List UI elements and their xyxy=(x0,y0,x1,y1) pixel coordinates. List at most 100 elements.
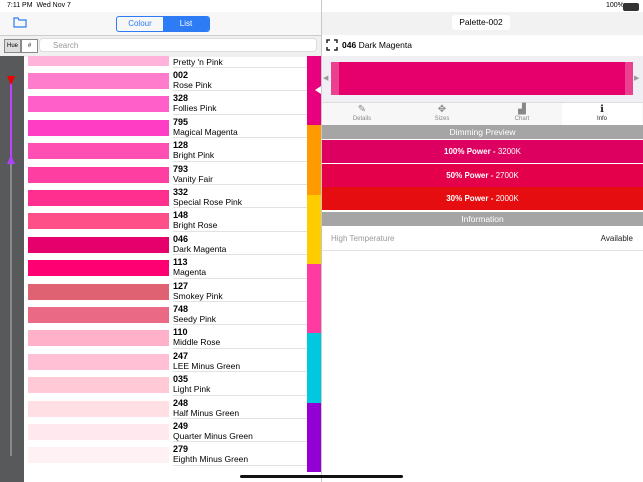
tab[interactable]: ▟ Chart xyxy=(482,103,562,125)
palette-title: Palette-002 xyxy=(452,15,510,30)
detail-swatch xyxy=(331,62,633,95)
power-label: 50% Power - xyxy=(446,170,494,180)
index-segment[interactable] xyxy=(307,402,321,472)
separator xyxy=(173,464,307,466)
info-list: High Temperature Available xyxy=(322,227,643,251)
colour-number: 795 xyxy=(173,116,189,127)
detail-name: Dark Magenta xyxy=(358,40,412,50)
filter-button[interactable]: # xyxy=(21,39,38,53)
detail-number: 046 xyxy=(342,40,357,50)
list-row[interactable]: 110 Middle Rose xyxy=(24,325,307,349)
separator xyxy=(173,441,307,443)
list-row[interactable]: 793 Vanity Fair xyxy=(24,162,307,185)
list-row[interactable]: 148 Bright Rose xyxy=(24,208,307,232)
index-segment[interactable] xyxy=(307,194,321,264)
colour-number: 127 xyxy=(173,280,189,291)
list-row[interactable]: 127 Smokey Pink xyxy=(24,279,307,302)
swatch-edge xyxy=(331,62,339,95)
temperature: 3200K xyxy=(497,147,521,156)
separator xyxy=(173,277,307,279)
index-segment[interactable] xyxy=(307,264,321,334)
tab[interactable]: ✎ Details xyxy=(322,103,402,125)
tab-label: Sizes xyxy=(434,116,450,122)
list-row[interactable]: 795 Magical Magenta xyxy=(24,115,307,139)
colour-name: Middle Rose xyxy=(173,337,221,348)
tab[interactable]: ✥ Sizes xyxy=(402,103,482,125)
swatch xyxy=(28,96,169,113)
swatch xyxy=(28,119,169,136)
info-label: High Temperature xyxy=(331,234,395,243)
list-row[interactable]: 249 Quarter Minus Green xyxy=(24,419,307,443)
index-segment[interactable] xyxy=(307,56,321,126)
next-arrow[interactable]: ▶ xyxy=(634,75,640,82)
list-row[interactable]: 332 Special Rose Pink xyxy=(24,185,307,209)
index-segment[interactable] xyxy=(307,333,321,403)
swatch xyxy=(28,56,169,66)
segmented-control: Colour List xyxy=(116,16,210,32)
index-strip[interactable] xyxy=(307,56,321,472)
colour-name: Magical Magenta xyxy=(173,126,238,137)
separator xyxy=(173,254,307,256)
battery-icon xyxy=(623,3,639,11)
list-row[interactable]: 247 LEE Minus Green xyxy=(24,349,307,373)
list-row[interactable]: 002 Rose Pink xyxy=(24,68,307,92)
colour-name: Bright Rose xyxy=(173,220,218,231)
search-field[interactable]: Search xyxy=(39,38,317,52)
swatch xyxy=(28,166,169,183)
colour-name: Magenta xyxy=(173,267,207,278)
separator xyxy=(173,207,307,209)
separator xyxy=(173,137,307,139)
separator xyxy=(173,324,307,326)
separator xyxy=(173,230,307,232)
tab[interactable]: ℹ Info xyxy=(562,103,642,125)
swatch xyxy=(28,400,169,417)
list-row[interactable]: 128 Bright Pink xyxy=(24,138,307,162)
list-row[interactable]: 328 Follies Pink xyxy=(24,91,307,115)
colour-name: Seedy Pink xyxy=(173,314,216,324)
status-time: 7:11 PM Wed Nov 7 xyxy=(7,2,71,9)
colour-name: Light Pink xyxy=(173,384,211,395)
list-row[interactable]: 046 Dark Magenta xyxy=(24,232,307,256)
list-row[interactable]: 248 Half Minus Green xyxy=(24,396,307,419)
power-label: 30% Power - xyxy=(446,194,494,203)
segment[interactable]: Colour xyxy=(128,19,152,28)
detail-heading: 046 Dark Magenta xyxy=(342,40,412,50)
colour-list: Pretty 'n Pink 002 Rose Pink 328 Follies Pin… xyxy=(24,56,307,472)
list-row[interactable]: 748 Seedy Pink xyxy=(24,302,307,326)
swatch xyxy=(28,190,169,206)
prev-arrow[interactable]: ◀ xyxy=(323,75,329,82)
power-label: 100% Power - xyxy=(444,147,496,156)
colour-number: 035 xyxy=(173,374,189,385)
tab-icon: ✥ xyxy=(437,104,447,115)
list-row[interactable]: 279 Eighth Minus Green xyxy=(24,442,307,466)
slider-track xyxy=(7,76,15,456)
divider xyxy=(321,0,322,482)
colour-number: 110 xyxy=(173,327,188,338)
colour-number: 113 xyxy=(173,257,188,268)
swatch xyxy=(28,143,169,160)
folder-icon[interactable] xyxy=(13,16,27,28)
colour-number: 128 xyxy=(173,140,189,151)
colour-name: Quarter Minus Green xyxy=(173,431,253,441)
colour-name: Pretty 'n Pink xyxy=(173,56,223,67)
separator xyxy=(173,160,307,162)
tab-label: Chart xyxy=(514,116,530,122)
focus-icon[interactable] xyxy=(326,39,338,51)
colour-number: 332 xyxy=(173,187,189,197)
segment[interactable]: List xyxy=(163,17,209,31)
swatch-edge xyxy=(625,62,633,95)
index-segment[interactable] xyxy=(307,125,321,195)
swatch xyxy=(28,260,169,277)
separator xyxy=(173,300,307,302)
colour-number: 002 xyxy=(173,70,189,80)
list-row[interactable]: 113 Magenta xyxy=(24,255,307,279)
dimming-row: 30% Power - 2000K xyxy=(322,187,643,210)
list-row[interactable]: Pretty 'n Pink xyxy=(24,56,307,68)
separator xyxy=(173,67,307,68)
colour-name: Bright Pink xyxy=(173,150,215,161)
colour-name: Rose Pink xyxy=(173,80,212,90)
list-row[interactable]: 035 Light Pink xyxy=(24,372,307,396)
swatch xyxy=(28,353,169,370)
filter-button[interactable]: Hue xyxy=(4,39,21,53)
colour-name: Half Minus Green xyxy=(173,407,240,418)
